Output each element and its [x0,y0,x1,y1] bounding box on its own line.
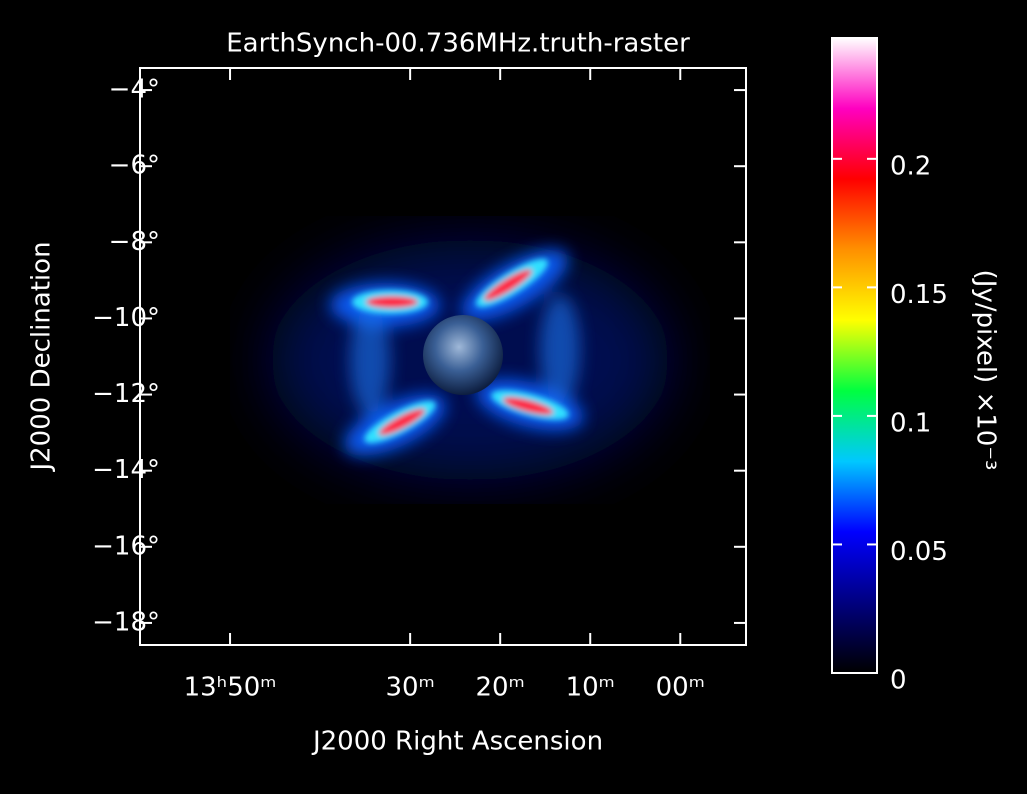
colorbar-tick-label: 0.2 [890,151,931,181]
sky-image [270,240,670,480]
x-axis-label: J2000 Right Ascension [311,727,603,757]
colorbar [831,37,878,674]
colorbar-tick-label: 0.15 [890,280,948,310]
colorbar-label: (Jy/pixel) ×10⁻³ [971,270,1001,471]
colorbar-tick-label: 0 [890,666,907,696]
x-tick-label: 20ᵐ [476,673,525,703]
chart-title: EarthSynch-00.736MHz.truth-raster [226,29,690,59]
colorbar-tick-label: 0.1 [890,408,931,438]
x-tick-label: 10ᵐ [566,673,615,703]
x-tick-label: 30ᵐ [385,673,434,703]
colorbar-tick-label: 0.05 [890,537,948,567]
plot-frame [139,67,747,646]
x-tick-label: 13ʰ50ᵐ [184,673,277,703]
y-axis-label: J2000 Declination [27,241,57,472]
y-tick-label: −4° [109,75,160,105]
x-tick-label: 00ᵐ [656,673,705,703]
y-tick-label: −6° [109,151,160,181]
y-tick-label: −8° [109,227,160,257]
